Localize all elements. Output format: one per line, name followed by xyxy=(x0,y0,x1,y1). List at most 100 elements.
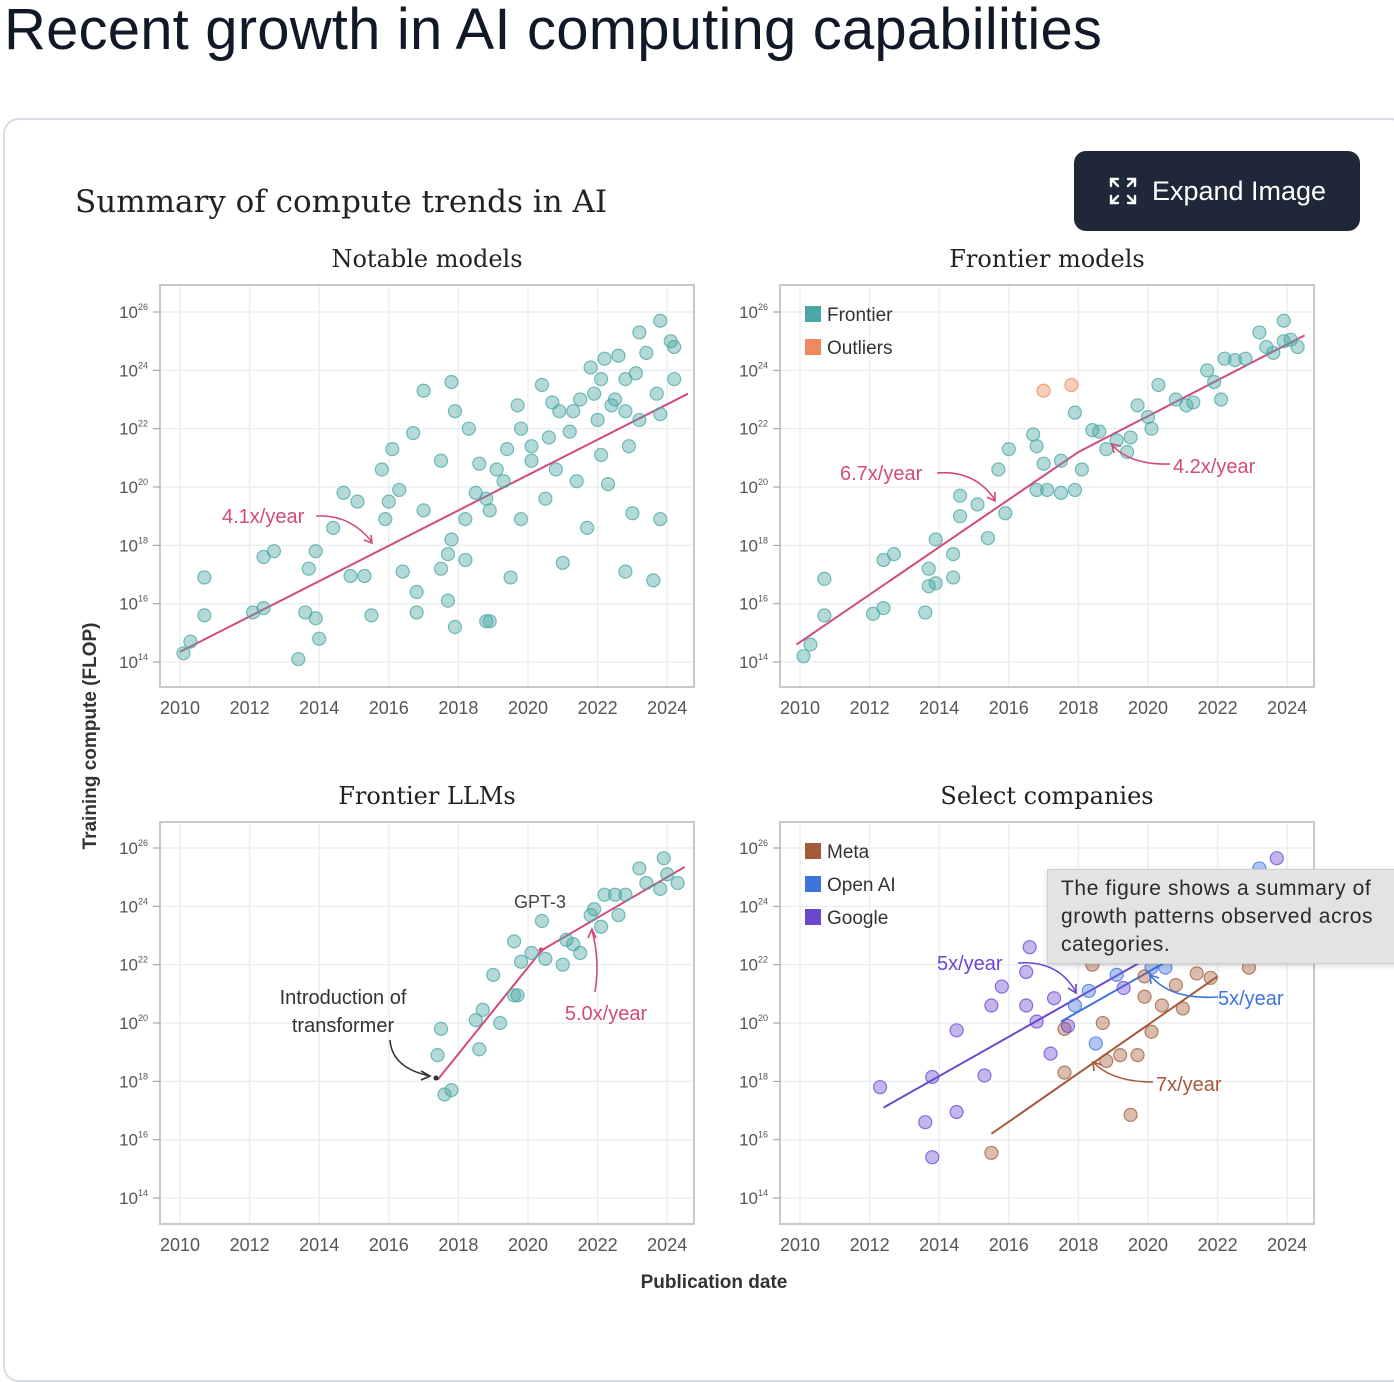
data-point-frontier xyxy=(980,530,996,546)
trend-annotation: 4.1x/year xyxy=(222,506,305,528)
data-point-notable-models xyxy=(573,392,588,407)
legend-swatch xyxy=(805,339,821,355)
y-tick-base: 10 xyxy=(739,420,758,439)
y-tick-label: 1026 xyxy=(739,302,768,322)
data-point-meta xyxy=(1144,1024,1159,1039)
data-point-google xyxy=(925,1069,940,1085)
y-tick-label: 1018 xyxy=(739,535,768,555)
y-tick-label: 1020 xyxy=(739,1013,768,1033)
data-point-meta xyxy=(1095,1015,1110,1031)
data-point-notable-models xyxy=(357,568,372,584)
data-point-notable-models xyxy=(433,453,449,468)
y-tick-label: 1016 xyxy=(739,1130,768,1150)
data-point-meta xyxy=(1130,1048,1145,1063)
data-point-frontier-llms xyxy=(538,951,553,966)
data-point-frontier-llms xyxy=(593,919,609,934)
y-tick-label: 1020 xyxy=(739,477,768,497)
y-tick-base: 10 xyxy=(119,1189,138,1208)
y-tick-base: 10 xyxy=(739,361,758,380)
trend-line xyxy=(179,392,689,653)
y-tick-label: 1022 xyxy=(119,419,148,439)
data-point-frontier xyxy=(1074,462,1089,477)
data-point-frontier-llms xyxy=(597,887,612,902)
x-tick-label: 2020 xyxy=(1128,1235,1168,1255)
data-point-notable-models xyxy=(291,652,306,667)
trend-line xyxy=(541,866,686,951)
data-point-frontier-llms xyxy=(513,954,529,969)
data-point-notable-models xyxy=(447,619,463,635)
data-point-notable-models xyxy=(545,395,560,410)
legend-swatch xyxy=(805,876,821,892)
legend-swatch xyxy=(805,843,821,859)
data-point-frontier-llms xyxy=(444,1083,459,1098)
data-point-meta xyxy=(1057,1065,1072,1080)
y-tick-exponent: 24 xyxy=(758,360,768,370)
data-point-frontier xyxy=(1099,441,1114,457)
y-tick-base: 10 xyxy=(739,653,758,672)
y-tick-exponent: 26 xyxy=(758,838,768,848)
gpt3-marker xyxy=(538,947,544,953)
data-point-notable-models xyxy=(593,447,609,463)
y-tick-base: 10 xyxy=(119,956,138,975)
data-point-frontier xyxy=(1179,398,1194,413)
data-point-frontier xyxy=(1186,395,1201,410)
y-tick-label: 1016 xyxy=(119,594,148,614)
data-point-google xyxy=(1029,1014,1044,1029)
data-point-frontier xyxy=(1290,339,1305,355)
data-point-frontier xyxy=(1026,427,1041,442)
y-tick-exponent: 14 xyxy=(138,1188,148,1198)
data-point-frontier-llms xyxy=(524,945,539,961)
y-tick-exponent: 22 xyxy=(138,955,148,965)
y-tick-base: 10 xyxy=(739,595,758,614)
data-point-meta xyxy=(1099,1053,1114,1069)
legend-swatch xyxy=(805,306,821,322)
x-tick-label: 2010 xyxy=(780,698,820,718)
data-point-google xyxy=(949,1023,964,1038)
data-point-frontier xyxy=(803,637,818,652)
trend-annotation: 6.7x/year xyxy=(840,463,923,485)
data-point-frontier-llms xyxy=(653,881,668,896)
x-tick-label: 2024 xyxy=(647,1235,687,1255)
data-point-notable-models xyxy=(541,430,556,445)
x-tick-label: 2020 xyxy=(508,698,548,718)
data-point-frontier xyxy=(952,488,968,503)
tooltip-line: categories. xyxy=(1061,933,1171,956)
annotation-arrow xyxy=(1092,1060,1154,1083)
data-point-outliers xyxy=(1036,383,1051,398)
data-point-meta xyxy=(1203,970,1218,985)
y-tick-exponent: 26 xyxy=(138,302,148,312)
legend-swatch xyxy=(805,909,821,925)
y-tick-exponent: 24 xyxy=(758,896,768,906)
data-point-frontier-llms xyxy=(555,957,570,972)
y-tick-base: 10 xyxy=(119,897,138,916)
data-point-notable-models xyxy=(555,555,570,570)
x-tick-label: 2010 xyxy=(160,1235,200,1255)
data-point-google xyxy=(1060,1018,1076,1034)
data-point-frontier xyxy=(1029,482,1044,498)
data-point-notable-models xyxy=(667,371,682,387)
data-point-frontier xyxy=(946,570,961,585)
x-tick-label: 2022 xyxy=(1198,698,1238,718)
y-tick-label: 1014 xyxy=(739,1188,768,1208)
panel-title: Notable models xyxy=(331,245,522,273)
data-point-frontier xyxy=(921,561,936,576)
data-point-frontier xyxy=(1140,409,1156,425)
y-tick-base: 10 xyxy=(739,1014,758,1033)
data-point-notable-models xyxy=(433,561,449,576)
annotation-arrow xyxy=(1017,961,1077,995)
expand-image-button[interactable]: Expand Image xyxy=(1074,151,1360,231)
x-tick-label: 2024 xyxy=(647,698,687,718)
y-tick-base: 10 xyxy=(119,478,138,497)
x-tick-label: 2014 xyxy=(919,1235,959,1255)
tooltip-line: growth patterns observed acros xyxy=(1061,905,1374,928)
data-point-notable-models xyxy=(479,491,494,506)
data-point-open-ai xyxy=(1088,1036,1103,1051)
y-tick-label: 1014 xyxy=(119,1188,148,1208)
data-point-frontier xyxy=(1252,325,1267,340)
data-point-notable-models xyxy=(336,485,351,500)
data-point-frontier-llms xyxy=(468,1013,483,1028)
x-tick-label: 2022 xyxy=(578,698,618,718)
